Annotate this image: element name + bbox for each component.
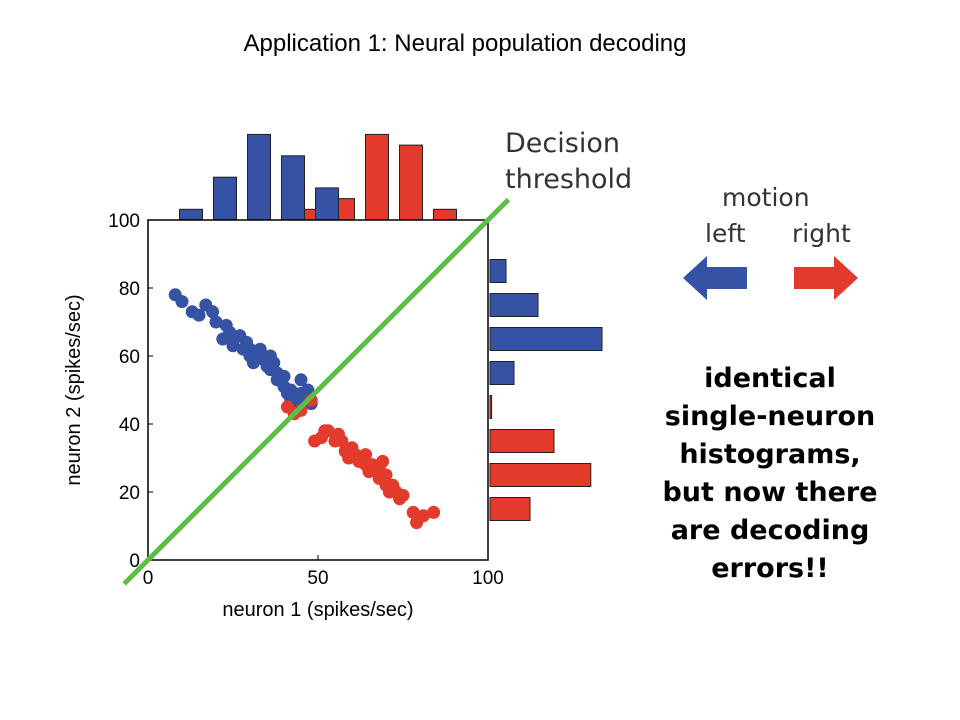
- y-tick-label: 40: [119, 415, 140, 436]
- point-right: [427, 505, 441, 519]
- x-tick-label: 100: [472, 568, 504, 589]
- decision-threshold-line-2: threshold: [505, 164, 633, 195]
- point-right: [359, 448, 373, 462]
- point-right: [335, 434, 349, 448]
- decision-threshold-label: Decision threshold: [505, 126, 632, 198]
- point-right: [396, 488, 410, 502]
- right-hist-bar-right: [489, 463, 592, 487]
- decision-threshold-line-1: Decision: [505, 128, 620, 159]
- point-left: [175, 295, 189, 309]
- point-left: [192, 308, 206, 322]
- point-right: [321, 424, 335, 438]
- point-right: [379, 468, 393, 482]
- top-hist-bar-right: [399, 144, 423, 221]
- top-hist-bar-left: [213, 176, 237, 221]
- y-tick-label: 0: [129, 551, 140, 572]
- decision-threshold-line: [122, 197, 511, 586]
- neuron-2-histogram: [489, 259, 603, 521]
- point-left: [209, 315, 223, 329]
- top-hist-bar-right: [433, 208, 457, 221]
- right-hist-bar-right: [489, 395, 493, 419]
- y-tick-label: 20: [119, 483, 140, 504]
- right-hist-bar-right: [489, 429, 555, 453]
- top-hist-bar-left: [247, 133, 271, 221]
- top-hist-bar-left: [281, 155, 305, 221]
- top-hist-bar-left: [179, 208, 203, 221]
- y-tick-label: 100: [108, 211, 140, 232]
- note-line: single-neuron: [664, 401, 876, 432]
- point-left: [253, 342, 267, 356]
- point-left: [246, 356, 260, 370]
- point-left: [301, 383, 315, 397]
- slide-title: Application 1: Neural population decodin…: [243, 30, 687, 57]
- note-line: but now there: [662, 477, 878, 508]
- y-tick-label: 60: [119, 347, 140, 368]
- right-hist-bar-right: [489, 497, 531, 521]
- point-left: [223, 325, 237, 339]
- y-axis-label: neuron 2 (spikes/sec): [63, 294, 85, 485]
- arrow-left-icon: [683, 256, 747, 300]
- legend-right-label: right: [792, 219, 851, 248]
- axis-ticks: 0 50 100 0 20 40 60 80 100: [108, 211, 504, 589]
- arrow-right-icon: [794, 256, 858, 300]
- top-hist-bar-left: [315, 187, 339, 221]
- point-left: [226, 339, 240, 353]
- note-line: histograms,: [679, 439, 861, 470]
- right-hist-bar-left: [489, 259, 507, 283]
- x-tick-label: 50: [307, 568, 328, 589]
- direction-arrows: [683, 256, 858, 300]
- point-left: [206, 305, 220, 319]
- note-line: errors!!: [711, 553, 829, 584]
- right-hist-bar-left: [489, 293, 539, 317]
- point-right: [406, 505, 420, 519]
- x-axis-label: neuron 1 (spikes/sec): [222, 599, 413, 621]
- point-left: [294, 373, 308, 387]
- legend-left-label: left: [705, 219, 746, 248]
- y-tick-label: 80: [119, 279, 140, 300]
- decoding-errors-note: identical single-neuron histograms, but …: [630, 360, 910, 588]
- point-left: [277, 369, 291, 383]
- top-hist-bar-right: [365, 133, 389, 221]
- right-hist-bar-left: [489, 361, 515, 385]
- x-tick-label: 0: [143, 568, 154, 589]
- point-right: [416, 509, 430, 523]
- note-line: are decoding: [670, 515, 870, 546]
- neuron-1-histogram: [179, 133, 457, 221]
- legend-heading: motion: [722, 183, 810, 212]
- point-right: [376, 454, 390, 468]
- point-left: [267, 356, 281, 370]
- right-hist-bar-left: [489, 327, 603, 351]
- note-line: identical: [704, 363, 836, 394]
